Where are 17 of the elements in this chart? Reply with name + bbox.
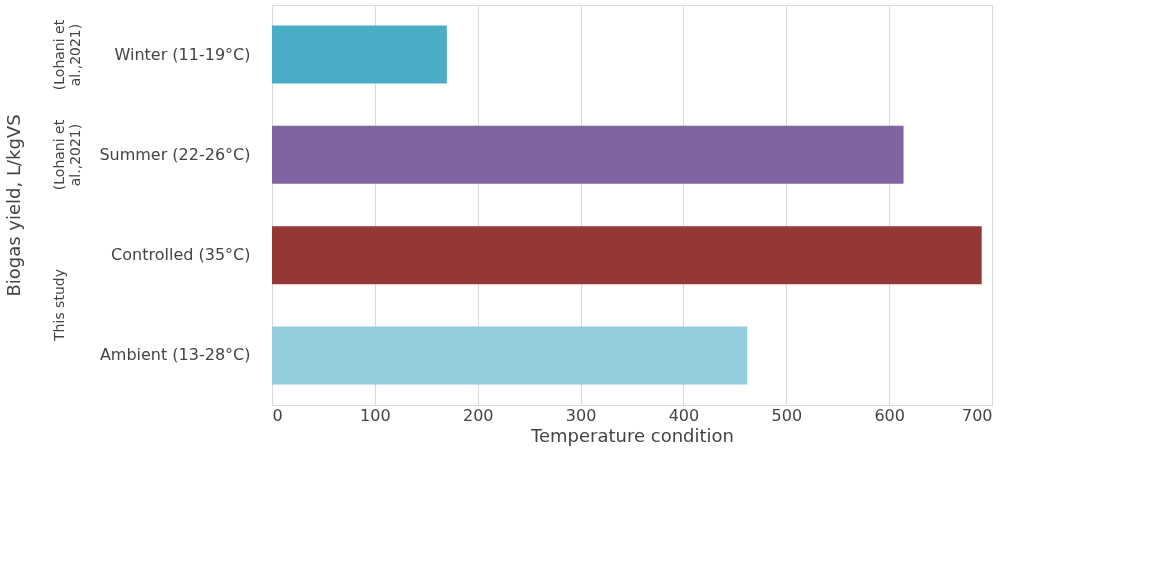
- text: This study: [51, 269, 67, 342]
- x-tick-label: 300: [565, 405, 597, 425]
- text: (Lohani et al.,2021): [51, 19, 83, 91]
- x-tick-label: 700: [961, 405, 993, 425]
- text: (Lohani et al.,2021): [51, 119, 83, 191]
- x-tick-label: 600: [874, 405, 905, 425]
- y-tick-label: Controlled (35°C): [111, 245, 251, 265]
- y-tick-label: Winter (11-19°C): [114, 44, 251, 64]
- x-tick-label: 200: [462, 405, 494, 425]
- x-axis-title: Temperature condition: [530, 424, 734, 446]
- x-tick-label: 500: [771, 405, 803, 425]
- x-tick-label: 100: [360, 405, 391, 425]
- y-tick-label: Ambient (13-28°C): [99, 345, 251, 365]
- y-tick-label: Summer (22-26°C): [99, 144, 251, 164]
- x-tick-label: 0: [272, 405, 283, 425]
- x-tick-label: 400: [668, 405, 700, 425]
- y-axis-title: Biogas yield, L/kgVS: [3, 114, 25, 297]
